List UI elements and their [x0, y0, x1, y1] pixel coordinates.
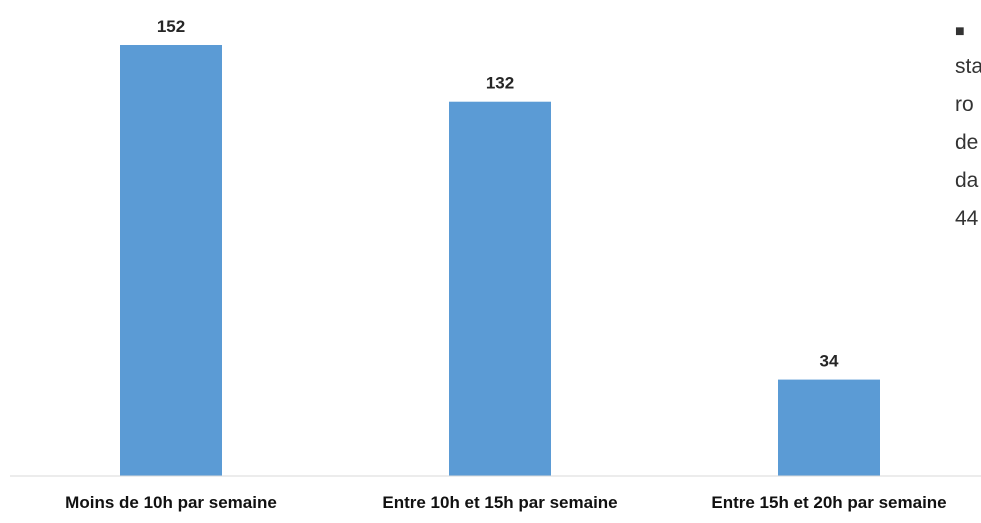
category-label: Entre 10h et 15h par semaine: [382, 493, 617, 512]
bar: [449, 101, 551, 477]
category-label: Entre 15h et 20h par semaine: [711, 493, 946, 512]
side-text-line: de: [955, 131, 979, 154]
bar-value-label: 152: [157, 17, 185, 36]
bar: [778, 379, 880, 476]
side-text-line: 44: [955, 207, 979, 230]
side-text-line: da: [955, 169, 979, 192]
side-text-line: sta: [955, 55, 981, 78]
bars-group: [120, 45, 880, 477]
bar-value-label: 132: [486, 74, 514, 93]
side-text-line: ro: [955, 93, 974, 116]
category-labels-group: Moins de 10h par semaine Entre 10h et 15h…: [65, 493, 946, 512]
bar-value-label: 34: [820, 352, 839, 371]
bar: [120, 45, 222, 476]
category-label: Moins de 10h par semaine: [65, 493, 277, 512]
side-text-panel: ■ sta ro de da 44: [955, 16, 981, 238]
value-labels-group: 152 132 34: [157, 17, 839, 371]
bullet-icon: ■: [955, 23, 965, 40]
